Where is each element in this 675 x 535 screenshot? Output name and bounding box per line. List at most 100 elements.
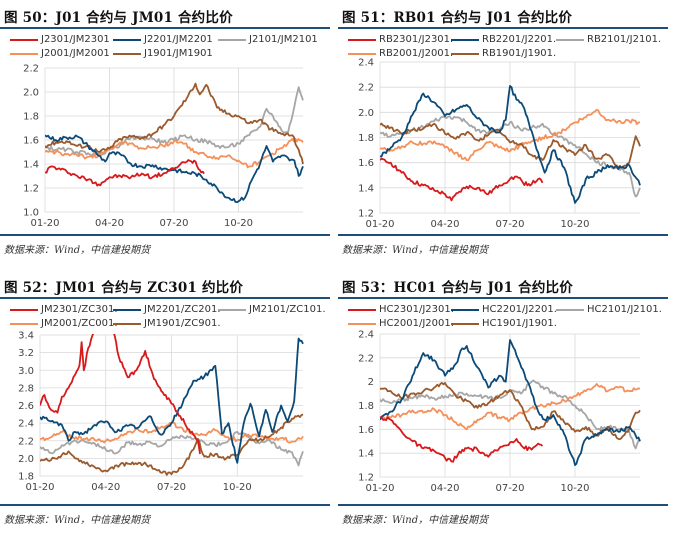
legend-item: JM2101/ZC101. [218, 303, 326, 317]
chart-title: 图 52：JM01 合约与 ZC301 约比价 [4, 280, 244, 296]
x-tick-label: 04-20 [430, 483, 459, 494]
legend-swatch [10, 53, 38, 55]
y-tick-label: 1.4 [23, 160, 39, 171]
legend-swatch [218, 309, 246, 311]
legend-item: J2101/JM2101 [218, 33, 318, 47]
x-tick-label: 07-20 [495, 483, 524, 494]
legend-swatch [451, 309, 479, 311]
line-chart: 1.8 2.0 2.2 2.4 2.6 2.8 3.0 3.2 3.4 01-20 04-20 07-… [18, 331, 304, 493]
y-tick-label: 2.4 [18, 419, 34, 430]
legend-label: JM1901/ZC901. [144, 318, 221, 329]
y-tick-label: 2.6 [18, 401, 34, 412]
legend-swatch [113, 53, 141, 55]
legend-item: J2201/JM2201 [113, 33, 213, 47]
legend-swatch [451, 323, 479, 325]
y-tick-label: 2.2 [18, 436, 34, 447]
x-tick-label: 10-20 [560, 219, 589, 230]
series-line-hc2301-j2301 [380, 416, 544, 463]
source-rule [0, 504, 330, 506]
series-line-jm2101-zc101 [40, 430, 304, 467]
y-tick-label: 1.6 [358, 158, 374, 169]
y-tick-label: 2.8 [18, 383, 34, 394]
legend-item: RB2101/J2101. [556, 33, 661, 47]
x-tick-label: 07-20 [495, 219, 524, 230]
series-line-jm1901-zc901 [40, 413, 304, 476]
legend-item: HC2201/J2201. [451, 303, 557, 317]
series-line-rb2001-j2001 [380, 108, 640, 162]
x-tick-label: 10-20 [560, 483, 589, 494]
series-line-rb1901-j1901 [380, 122, 641, 169]
x-tick-label: 07-20 [159, 218, 188, 229]
y-tick-label: 1.8 [358, 133, 374, 144]
series-line-hc2001-j2001 [380, 383, 641, 431]
legend-swatch [348, 39, 376, 41]
legend-label: RB2301/J2301. [379, 34, 454, 45]
legend-label: HC2201/J2201. [482, 304, 557, 315]
legend-label: JM2101/ZC101. [249, 304, 326, 315]
y-tick-label: 1.8 [23, 112, 39, 123]
legend-swatch [113, 309, 141, 311]
y-tick-label: 3.0 [18, 366, 34, 377]
legend-label: JM2001/ZC001. [41, 318, 118, 329]
legend-swatch [451, 53, 479, 55]
y-tick-label: 1.6 [358, 425, 374, 436]
legend-label: RB2101/J2101. [587, 34, 662, 45]
x-tick-label: 01-20 [30, 218, 59, 229]
legend-item: HC2001/J2001. [348, 317, 454, 331]
legend-item: RB2001/J2001. [348, 47, 453, 61]
x-tick-label: 01-20 [365, 219, 394, 230]
legend-swatch [113, 39, 141, 41]
legend-item: JM2301/ZC301. [10, 303, 118, 317]
legend-label: HC1901/J1901. [482, 318, 557, 329]
chart-panel-hc-j: 图 53：HC01 合约与 J01 合约比价 HC2301/J2301. HC22… [338, 270, 668, 535]
y-tick-label: 3.2 [18, 348, 34, 359]
legend-label: RB2201/J2201. [482, 34, 557, 45]
chart-panel-jm-zc: 图 52：JM01 合约与 ZC301 约比价 JM2301/ZC301. JM2… [0, 270, 330, 535]
y-tick-label: 1.0 [23, 208, 39, 219]
series-line-hc2201-j2201 [380, 339, 641, 467]
legend-item: JM2201/ZC201. [113, 303, 221, 317]
legend-swatch [556, 39, 584, 41]
legend-item: RB2301/J2301. [348, 33, 453, 47]
source-rule [338, 234, 668, 236]
source-note: 数据来源：Wind，中信建投期货 [342, 515, 489, 526]
legend-label: RB2001/J2001. [379, 48, 454, 59]
y-tick-label: 3.4 [18, 331, 34, 342]
line-chart: 1.2 1.4 1.6 1.8 2.0 2.2 2.4 01-20 04-20 07-20 10-2… [358, 58, 641, 230]
series-line-j2201-jm2201 [45, 134, 304, 204]
x-tick-label: 07-20 [157, 482, 186, 493]
legend-label: HC2301/J2301. [379, 304, 454, 315]
legend-swatch [451, 39, 479, 41]
y-tick-label: 1.4 [358, 449, 374, 460]
legend-item: HC2301/J2301. [348, 303, 454, 317]
series-line-j2101-jm2101 [45, 86, 304, 157]
title-rule [338, 297, 668, 299]
line-chart: 1.2 1.4 1.6 1.8 2 2.2 2.4 01-20 04-20 07-20 10-20 [358, 330, 641, 494]
series-line-jm2301-zc301 [40, 334, 201, 455]
legend-swatch [348, 53, 376, 55]
y-tick-label: 2.0 [23, 88, 39, 99]
legend-item: J2001/JM2001 [10, 47, 110, 61]
title-rule [338, 27, 668, 29]
y-tick-label: 2.4 [358, 58, 374, 69]
y-tick-label: 1.2 [358, 209, 374, 220]
chart-title: 图 50：J01 合约与 JM01 合约比价 [4, 10, 233, 26]
legend-item: RB1901/J1901. [451, 47, 556, 61]
series-line-j2301-jm2301 [45, 159, 205, 187]
x-tick-label: 04-20 [430, 219, 459, 230]
y-tick-label: 2 [368, 377, 374, 388]
legend-swatch [10, 323, 38, 325]
chart-title: 图 53：HC01 合约与 J01 合约比价 [342, 280, 573, 296]
legend-label: HC2101/J2101. [587, 304, 662, 315]
x-tick-label: 10-20 [223, 482, 252, 493]
title-rule [0, 27, 330, 29]
legend-label: J2101/JM2101 [249, 34, 318, 45]
y-tick-label: 2.4 [358, 330, 374, 341]
legend-label: J2001/JM2001 [41, 48, 110, 59]
source-rule [0, 234, 330, 236]
x-tick-label: 10-20 [224, 218, 253, 229]
y-tick-label: 1.4 [358, 183, 374, 194]
legend-swatch [348, 323, 376, 325]
legend-label: JM2201/ZC201. [144, 304, 221, 315]
legend-item: JM1901/ZC901. [113, 317, 221, 331]
